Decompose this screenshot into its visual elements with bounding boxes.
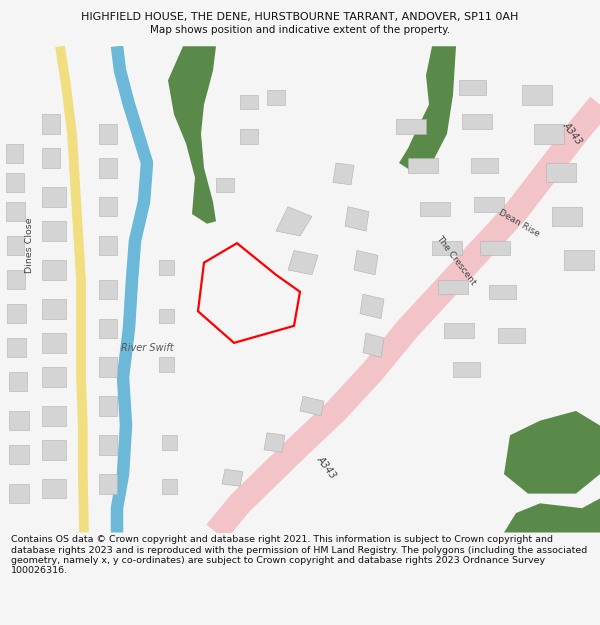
Polygon shape: [159, 260, 174, 275]
Polygon shape: [9, 411, 29, 431]
Polygon shape: [42, 479, 66, 499]
Polygon shape: [7, 338, 26, 357]
Polygon shape: [564, 251, 594, 270]
Text: Dines Close: Dines Close: [25, 217, 35, 273]
Text: The Crescent: The Crescent: [434, 234, 478, 287]
Polygon shape: [399, 46, 456, 172]
Polygon shape: [474, 197, 504, 212]
Polygon shape: [9, 484, 29, 503]
Polygon shape: [99, 474, 117, 494]
Polygon shape: [42, 114, 60, 134]
Polygon shape: [408, 158, 438, 172]
Polygon shape: [42, 299, 66, 319]
Polygon shape: [162, 435, 177, 450]
Polygon shape: [459, 80, 486, 95]
Polygon shape: [6, 202, 25, 221]
Text: HIGHFIELD HOUSE, THE DENE, HURSTBOURNE TARRANT, ANDOVER, SP11 0AH: HIGHFIELD HOUSE, THE DENE, HURSTBOURNE T…: [82, 11, 518, 21]
Polygon shape: [345, 207, 369, 231]
Polygon shape: [99, 435, 117, 455]
Polygon shape: [240, 95, 258, 109]
Polygon shape: [222, 469, 243, 486]
Polygon shape: [240, 129, 258, 144]
Polygon shape: [7, 270, 25, 289]
Polygon shape: [552, 207, 582, 226]
Polygon shape: [462, 114, 492, 129]
Polygon shape: [267, 90, 285, 104]
Text: A343: A343: [316, 454, 338, 480]
Polygon shape: [162, 479, 177, 494]
Polygon shape: [168, 46, 216, 224]
Polygon shape: [432, 241, 462, 256]
Polygon shape: [498, 328, 525, 343]
Text: A343: A343: [562, 121, 584, 147]
Polygon shape: [99, 158, 117, 177]
Polygon shape: [99, 396, 117, 416]
Polygon shape: [333, 163, 354, 185]
Polygon shape: [159, 309, 174, 323]
Polygon shape: [360, 294, 384, 319]
Text: Map shows position and indicative extent of the property.: Map shows position and indicative extent…: [150, 24, 450, 34]
Polygon shape: [42, 440, 66, 459]
Polygon shape: [42, 406, 66, 426]
Polygon shape: [99, 197, 117, 216]
Polygon shape: [396, 119, 426, 134]
Polygon shape: [9, 445, 29, 464]
Polygon shape: [6, 173, 24, 192]
Polygon shape: [99, 279, 117, 299]
Polygon shape: [264, 433, 285, 452]
Polygon shape: [288, 251, 318, 275]
Polygon shape: [42, 148, 60, 168]
Polygon shape: [489, 284, 516, 299]
Polygon shape: [99, 319, 117, 338]
Polygon shape: [42, 221, 66, 241]
Polygon shape: [7, 304, 26, 323]
Polygon shape: [363, 333, 384, 357]
Polygon shape: [471, 158, 498, 172]
Polygon shape: [42, 367, 66, 387]
Polygon shape: [42, 260, 66, 279]
Polygon shape: [546, 163, 576, 182]
Polygon shape: [216, 177, 234, 192]
Polygon shape: [480, 241, 510, 256]
Text: River Swift: River Swift: [121, 342, 173, 352]
Polygon shape: [9, 372, 27, 391]
Polygon shape: [492, 499, 600, 532]
Polygon shape: [453, 362, 480, 377]
Polygon shape: [99, 357, 117, 377]
Text: Dean Rise: Dean Rise: [497, 208, 541, 239]
Polygon shape: [159, 357, 174, 372]
Polygon shape: [276, 207, 312, 236]
Polygon shape: [438, 279, 468, 294]
Polygon shape: [504, 411, 600, 494]
Polygon shape: [42, 188, 66, 207]
Polygon shape: [444, 323, 474, 338]
Polygon shape: [99, 124, 117, 144]
Text: Contains OS data © Crown copyright and database right 2021. This information is : Contains OS data © Crown copyright and d…: [11, 535, 587, 576]
Polygon shape: [522, 85, 552, 104]
Polygon shape: [420, 202, 450, 216]
Polygon shape: [534, 124, 564, 144]
Polygon shape: [42, 333, 66, 352]
Polygon shape: [6, 144, 23, 163]
Polygon shape: [300, 396, 324, 416]
Polygon shape: [354, 251, 378, 275]
Polygon shape: [7, 236, 24, 256]
Polygon shape: [99, 236, 117, 256]
